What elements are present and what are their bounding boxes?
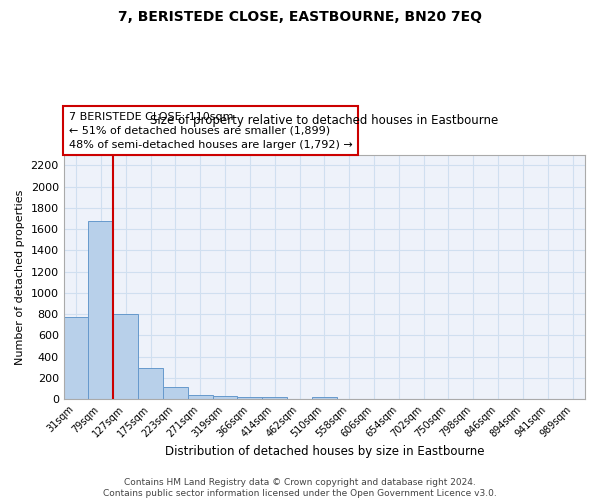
Text: 7 BERISTEDE CLOSE: 110sqm
← 51% of detached houses are smaller (1,899)
48% of se: 7 BERISTEDE CLOSE: 110sqm ← 51% of detac…	[69, 112, 353, 150]
Bar	[238, 397, 262, 399]
Bar	[88, 220, 113, 399]
Bar	[312, 396, 337, 399]
Y-axis label: Number of detached properties: Number of detached properties	[15, 189, 25, 364]
Text: Contains HM Land Registry data © Crown copyright and database right 2024.
Contai: Contains HM Land Registry data © Crown c…	[103, 478, 497, 498]
Bar	[64, 318, 88, 399]
X-axis label: Distribution of detached houses by size in Eastbourne: Distribution of detached houses by size …	[164, 444, 484, 458]
Title: Size of property relative to detached houses in Eastbourne: Size of property relative to detached ho…	[150, 114, 499, 127]
Bar	[138, 368, 163, 399]
Bar	[212, 396, 238, 399]
Bar	[262, 397, 287, 399]
Text: 7, BERISTEDE CLOSE, EASTBOURNE, BN20 7EQ: 7, BERISTEDE CLOSE, EASTBOURNE, BN20 7EQ	[118, 10, 482, 24]
Bar	[188, 395, 212, 399]
Bar	[163, 388, 188, 399]
Bar	[113, 314, 138, 399]
